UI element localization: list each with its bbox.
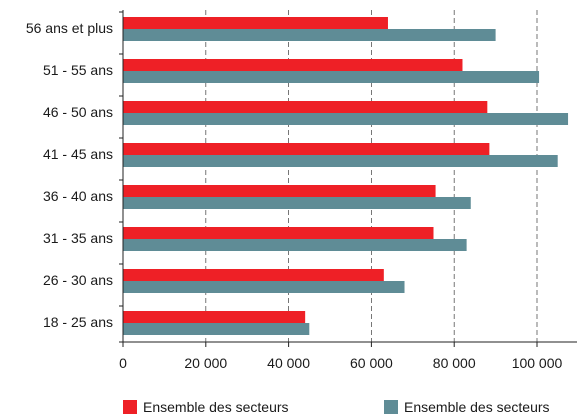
axes xyxy=(119,10,577,347)
bar-teal xyxy=(123,71,540,83)
bar-teal xyxy=(123,197,471,209)
x-tick-label: 20 000 xyxy=(184,355,227,371)
category-label: 36 - 40 ans xyxy=(43,188,113,204)
bar-red xyxy=(123,101,488,113)
bar-red xyxy=(123,59,463,71)
bar-teal xyxy=(123,281,405,293)
bar-teal xyxy=(123,239,467,251)
bar-red xyxy=(123,227,434,239)
category-labels: 56 ans et plus 51 - 55 ans 46 - 50 ans 41 -… xyxy=(26,20,113,330)
x-tick-label: 0 xyxy=(119,355,127,371)
bar-teal xyxy=(123,113,569,125)
category-label: 46 - 50 ans xyxy=(43,104,113,120)
bars xyxy=(123,17,569,335)
x-tick-label: 80 000 xyxy=(433,355,476,371)
bar-red xyxy=(123,185,436,197)
bar-teal xyxy=(123,29,496,41)
legend-item-red: Ensemble des secteurs xyxy=(123,398,289,416)
category-label: 51 - 55 ans xyxy=(43,62,113,78)
x-tick-label: 100 000 xyxy=(512,355,563,371)
category-label: 31 - 35 ans xyxy=(43,230,113,246)
bar-red xyxy=(123,17,388,29)
bar-red xyxy=(123,143,490,155)
legend-item-teal: Ensemble des secteurs xyxy=(384,398,550,416)
legend-label-teal: Ensemble des secteurs xyxy=(404,399,550,415)
category-label: 56 ans et plus xyxy=(26,20,113,36)
legend-swatch-teal xyxy=(384,400,398,414)
bar-red xyxy=(123,269,384,281)
legend-label-red: Ensemble des secteurs xyxy=(143,399,289,415)
x-tick-label: 60 000 xyxy=(350,355,393,371)
category-label: 26 - 30 ans xyxy=(43,272,113,288)
bar-chart: 56 ans et plus 51 - 55 ans 46 - 50 ans 41 -… xyxy=(26,10,577,371)
x-tick-label: 40 000 xyxy=(267,355,310,371)
bar-teal xyxy=(123,323,310,335)
bar-teal xyxy=(123,155,558,167)
category-label: 41 - 45 ans xyxy=(43,146,113,162)
legend-swatch-red xyxy=(123,400,137,414)
category-label: 18 - 25 ans xyxy=(43,314,113,330)
bar-red xyxy=(123,311,306,323)
x-tick-labels: 0 20 000 40 000 60 000 80 000 100 000 xyxy=(119,355,562,371)
